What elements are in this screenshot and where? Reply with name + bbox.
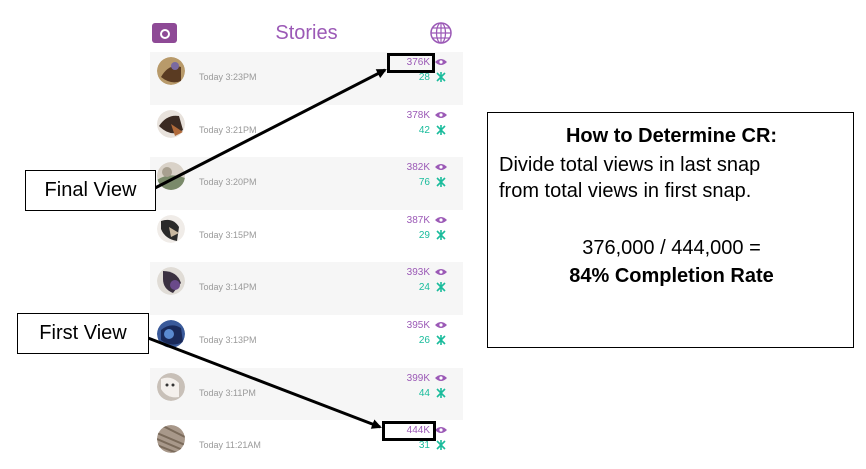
eye-icon <box>435 59 447 65</box>
story-row[interactable]: Today 3:15PM 387K 29 <box>150 209 463 263</box>
screenshot-icon <box>436 124 446 135</box>
story-thumbnail[interactable] <box>157 162 185 191</box>
story-time: Today 3:23PM <box>199 72 257 82</box>
view-count: 378K <box>406 109 430 121</box>
screenshot-icon <box>436 177 446 188</box>
top-bar: Stories <box>150 0 463 60</box>
info-equation: 376,000 / 444,000 = <box>582 237 761 259</box>
story-time: Today 3:20PM <box>199 177 257 188</box>
view-count: 376K <box>406 57 430 68</box>
screenshot-count: 28 <box>418 72 430 83</box>
screenshot-icon <box>436 282 446 293</box>
story-time: Today 3:14PM <box>199 282 257 293</box>
story-thumbnail[interactable] <box>157 214 185 243</box>
story-time: Today 3:21PM <box>199 124 257 135</box>
info-description: Divide total views in last snap from tot… <box>499 152 760 204</box>
story-thumbnail[interactable] <box>157 267 185 296</box>
screenshot-count: 24 <box>418 282 430 294</box>
first-view-highlight <box>382 421 436 441</box>
screenshot-count: 44 <box>418 387 430 399</box>
eye-icon <box>435 321 447 328</box>
story-thumbnail[interactable] <box>157 109 185 138</box>
story-thumbnail[interactable] <box>157 425 185 454</box>
screenshot-count: 42 <box>418 124 430 136</box>
view-count: 399K <box>406 372 430 384</box>
view-count: 444K <box>406 425 430 437</box>
story-list: Today 3:23PM 376K 28 Today 3:21PM 378K 4… <box>150 52 463 469</box>
first-view-label: First View <box>17 313 149 354</box>
eye-icon <box>435 164 447 171</box>
view-count: 393K <box>406 267 430 279</box>
story-thumbnail[interactable] <box>157 372 185 401</box>
camera-icon[interactable] <box>152 23 177 43</box>
eye-icon <box>435 427 447 434</box>
story-time: Today 11:21AM <box>199 440 261 451</box>
screenshot-icon <box>436 387 446 398</box>
info-result: 84% Completion Rate <box>569 265 774 287</box>
view-count: 387K <box>406 214 430 226</box>
story-row[interactable]: Today 11:21AM 444K 31 <box>150 420 463 469</box>
eye-icon <box>435 111 447 118</box>
story-row[interactable]: Today 3:20PM 382K 76 <box>150 157 463 210</box>
screenshot-count: 76 <box>418 177 430 189</box>
screenshot-count: 31 <box>418 440 430 452</box>
screenshot-count: 29 <box>418 229 430 241</box>
final-view-highlight <box>387 53 435 73</box>
story-time: Today 3:13PM <box>199 334 257 345</box>
story-thumbnail[interactable] <box>157 319 185 348</box>
eye-icon <box>435 269 447 276</box>
story-row[interactable]: Today 3:13PM 395K 26 <box>150 314 463 368</box>
info-line-2: from total views in first snap. <box>499 180 752 202</box>
story-row[interactable]: Today 3:14PM 393K 24 <box>150 262 463 315</box>
view-count: 382K <box>406 162 430 174</box>
screenshot-count: 26 <box>418 334 430 346</box>
view-count: 395K <box>406 319 430 331</box>
story-row[interactable]: Today 3:21PM 378K 42 <box>150 104 463 158</box>
story-time: Today 3:15PM <box>199 229 257 240</box>
story-row[interactable]: Today 3:11PM 399K 44 <box>150 367 463 421</box>
story-thumbnail[interactable] <box>157 57 185 85</box>
completion-rate-info: How to Determine CR: Divide total views … <box>487 112 854 348</box>
final-view-label: Final View <box>25 170 156 211</box>
screenshot-icon <box>436 440 446 451</box>
eye-icon <box>435 374 447 381</box>
screenshot-icon <box>436 334 446 345</box>
eye-icon <box>435 216 447 223</box>
info-title: How to Determine CR: <box>565 125 778 147</box>
page-title: Stories <box>275 22 338 44</box>
screenshot-icon <box>436 229 446 240</box>
story-time: Today 3:11PM <box>199 387 256 398</box>
info-line-1: Divide total views in last snap <box>499 154 761 176</box>
screenshot-icon <box>436 72 446 82</box>
globe-icon[interactable] <box>430 22 452 44</box>
